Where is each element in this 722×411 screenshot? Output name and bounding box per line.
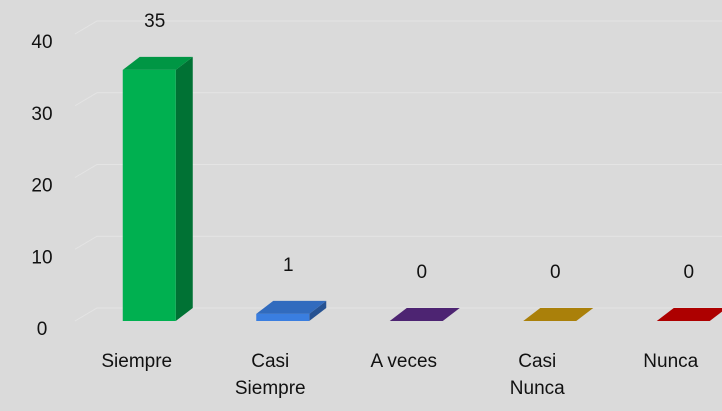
bar [256, 300, 327, 321]
bar [656, 308, 722, 321]
data-label: 0 [416, 262, 427, 283]
y-tick-label: 20 [31, 176, 52, 197]
x-tick-label: A veces [370, 351, 438, 372]
bar-front [256, 313, 310, 321]
data-label: 0 [550, 262, 561, 283]
x-tick-label: Siempre [101, 351, 173, 372]
x-tick-label: Casi Nunca [509, 351, 565, 399]
bar-side [309, 300, 327, 321]
data-label: 1 [283, 255, 294, 276]
bar [523, 308, 594, 321]
grid-line [74, 235, 722, 250]
y-tick-label: 30 [31, 104, 52, 125]
bar [389, 308, 460, 321]
bar-top [656, 308, 722, 321]
data-label: 35 [144, 11, 165, 32]
bar-front [122, 69, 176, 321]
grid-line [74, 92, 722, 107]
y-tick-label: 0 [37, 319, 48, 340]
bar-top [256, 300, 327, 314]
grid-line [74, 164, 722, 178]
grid-line [74, 20, 722, 35]
bar-side [175, 56, 193, 321]
bar [122, 56, 193, 321]
grid-line [74, 307, 722, 322]
x-tick-label: Casi Siempre [234, 351, 306, 399]
data-label: 0 [683, 262, 694, 283]
bar-top [122, 56, 193, 70]
bar-top [523, 308, 594, 321]
y-tick-label: 40 [31, 32, 52, 53]
bar-top [389, 308, 460, 321]
y-tick-label: 10 [31, 247, 52, 268]
x-tick-label: Nunca [643, 351, 699, 372]
